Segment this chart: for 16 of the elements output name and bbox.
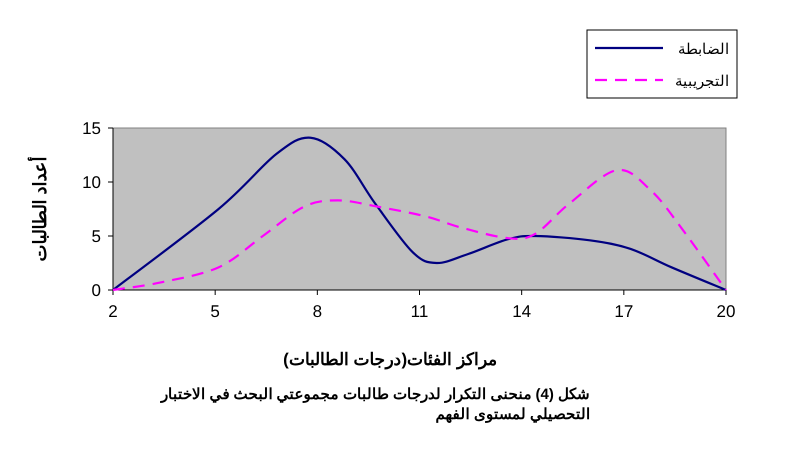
x-axis-title: مراكز الفئات(درجات الطالبات) [283, 350, 497, 370]
x-tick-label: 20 [716, 302, 736, 321]
x-tick-label: 17 [614, 302, 634, 321]
legend-label: الضابطة [678, 41, 729, 58]
x-tick-label: 8 [312, 302, 322, 321]
legend-label: التجريبية [675, 73, 729, 90]
y-tick-label: 15 [82, 119, 101, 138]
x-tick-label: 14 [512, 302, 532, 321]
x-tick-label: 2 [108, 302, 118, 321]
text: شكل (4) منحنى التكرار لدرجات طالبات مجموعتي البحث في الاختبار التحصيلي لمستوى الفهم [159, 385, 590, 425]
x-tick-label: 11 [410, 302, 428, 321]
y-tick-label: 0 [92, 281, 101, 300]
y-axis-title: أعداد الطالبات [28, 156, 50, 262]
x-tick-label: 5 [210, 302, 220, 321]
y-tick-label: 10 [82, 173, 101, 192]
y-tick-label: 5 [92, 227, 101, 246]
